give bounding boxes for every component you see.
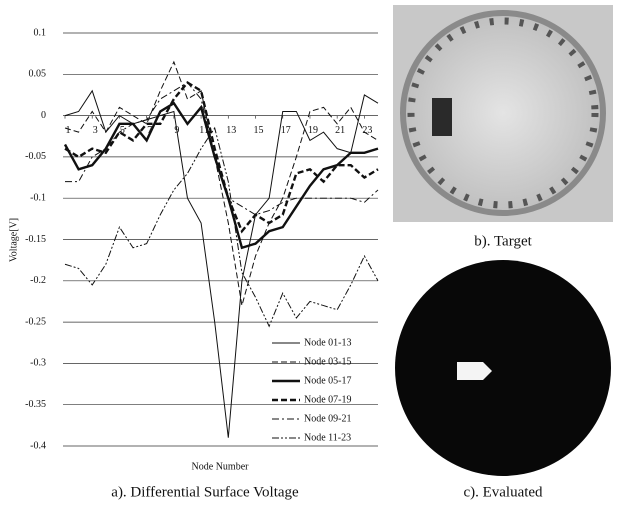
y-tick-label: -0.2 <box>30 275 46 286</box>
plot: -0.4 -0.35 -0.3 -0.25 -0.2 -0.15 -0.1 -0.05 0 0.0… <box>25 27 379 451</box>
series-line <box>63 101 379 250</box>
x-tick-label: 5 <box>120 125 125 136</box>
series-line <box>64 126 379 328</box>
x-tick-label: 13 <box>226 125 236 136</box>
x-axis-label: Node Number <box>192 461 250 472</box>
legend-label: Node 09-21 <box>304 413 352 424</box>
y-axis-label: Voltage[V] <box>8 218 19 262</box>
series-line <box>64 89 379 438</box>
x-tick-label: 19 <box>308 125 318 136</box>
x-tick-label: 23 <box>362 125 372 136</box>
x-tick-label: 3 <box>93 125 98 136</box>
legend-label: Node 01-13 <box>304 337 352 348</box>
evaluated-image <box>395 260 611 476</box>
y-tick-label: 0 <box>41 110 46 121</box>
y-tick-label: -0.05 <box>25 151 46 162</box>
y-tick-label: 0.1 <box>34 27 47 38</box>
y-tick-label: -0.35 <box>25 399 46 410</box>
legend-label: Node 11-23 <box>304 432 351 443</box>
y-tick-label: -0.1 <box>30 192 46 203</box>
x-tick-label: 7 <box>147 125 152 136</box>
series-line <box>64 60 379 306</box>
caption: b). Target <box>474 233 532 249</box>
caption: c). Evaluated <box>463 484 543 500</box>
legend-label: Node 05-17 <box>304 375 352 386</box>
x-tick-label: 15 <box>254 125 264 136</box>
legend-label: Node 07-19 <box>304 394 352 405</box>
x-tick-label: 21 <box>335 125 345 136</box>
y-tick-label: -0.3 <box>30 358 46 369</box>
caption: a). Differential Surface Voltage <box>111 484 299 500</box>
legend-label: Node 03-15 <box>304 356 352 367</box>
series-line <box>65 81 379 216</box>
x-tick-label: 11 <box>199 125 209 136</box>
target-photo <box>393 5 613 222</box>
y-tick-label: -0.4 <box>30 440 46 451</box>
y-tick-label: 0.05 <box>29 69 47 80</box>
x-tick-label: 17 <box>281 125 291 136</box>
x-tick-label: 1 <box>66 125 71 136</box>
y-tick-label: -0.25 <box>25 316 46 327</box>
y-tick-label: -0.15 <box>25 234 46 245</box>
